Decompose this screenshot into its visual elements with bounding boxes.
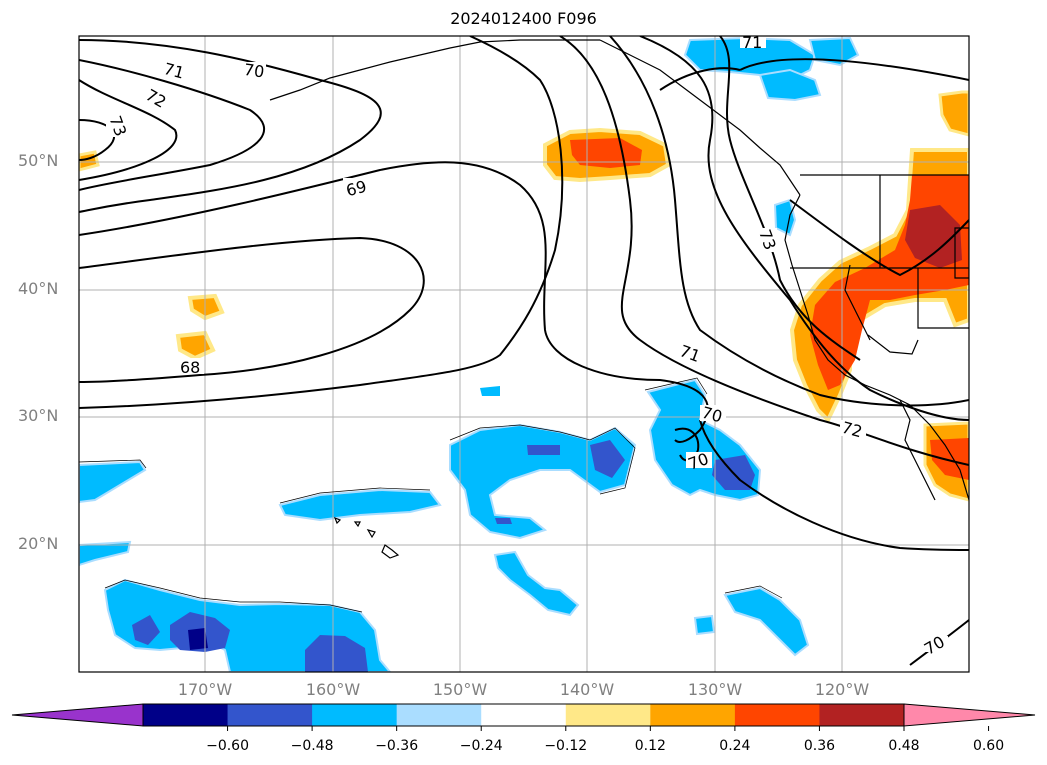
colorbar-tick-label: −0.60 [206,738,249,754]
colorbar-tick-label: 0.60 [972,738,1005,754]
map-title: 2024012400 F096 [450,9,597,28]
contour-label: 71 [742,33,762,52]
lon-label: 160°W [305,680,361,699]
lat-label: 30°N [18,406,59,425]
colorbar [11,703,1036,731]
colorbar-tick-label: 0.48 [888,738,920,754]
colorbar-tick-label: −0.48 [290,738,334,754]
map-frame [78,35,970,673]
colorbar-segment [312,704,398,726]
lon-label: 150°W [432,680,488,699]
lat-label: 50°N [18,151,59,170]
colorbar-tick-label: 0.24 [719,738,751,754]
contour-label: 68 [180,358,200,377]
colorbar-segment [143,704,229,726]
lat-lon-grid [79,36,969,672]
contour-label: 71 [162,59,187,83]
negative-anomaly-fills [79,36,860,672]
geopotential-contours [79,36,969,666]
lat-label: 40°N [18,279,59,298]
lon-label: 140°W [559,680,615,699]
colorbar-segment [734,704,820,726]
contour-label: 72 [840,418,865,442]
coastlines [269,39,969,559]
zero-contours [79,377,783,613]
colorbar-tick-label: 0.12 [634,738,666,754]
colorbar-tick-label: −0.36 [375,738,419,754]
colorbar-segment [565,704,651,726]
colorbar-extend-min [11,703,144,727]
contour-label: 69 [344,177,369,201]
colorbar-frame [142,703,905,727]
colorbar-segment [650,704,736,726]
colorbar-segment [819,704,905,726]
lat-label: 20°N [18,534,59,553]
contour-label: 70 [700,403,725,427]
lon-label: 130°W [687,680,743,699]
colorbar-segment [227,704,313,726]
contour-label: 70 [243,60,266,82]
contour-labels: 71 70 72 73 69 68 71 70 70 72 73 70 71 [105,33,948,659]
lon-label: 120°W [814,680,870,699]
colorbar-extend-max [903,703,1036,727]
colorbar-tick-label: −0.12 [544,738,588,754]
positive-anomaly-fills [79,90,969,502]
colorbar-tick-label: 0.36 [803,738,836,754]
colorbar-tick-label: −0.24 [459,738,503,754]
colorbar-segment [396,704,482,726]
lon-label: 170°W [177,680,233,699]
colorbar-segment [481,704,567,726]
